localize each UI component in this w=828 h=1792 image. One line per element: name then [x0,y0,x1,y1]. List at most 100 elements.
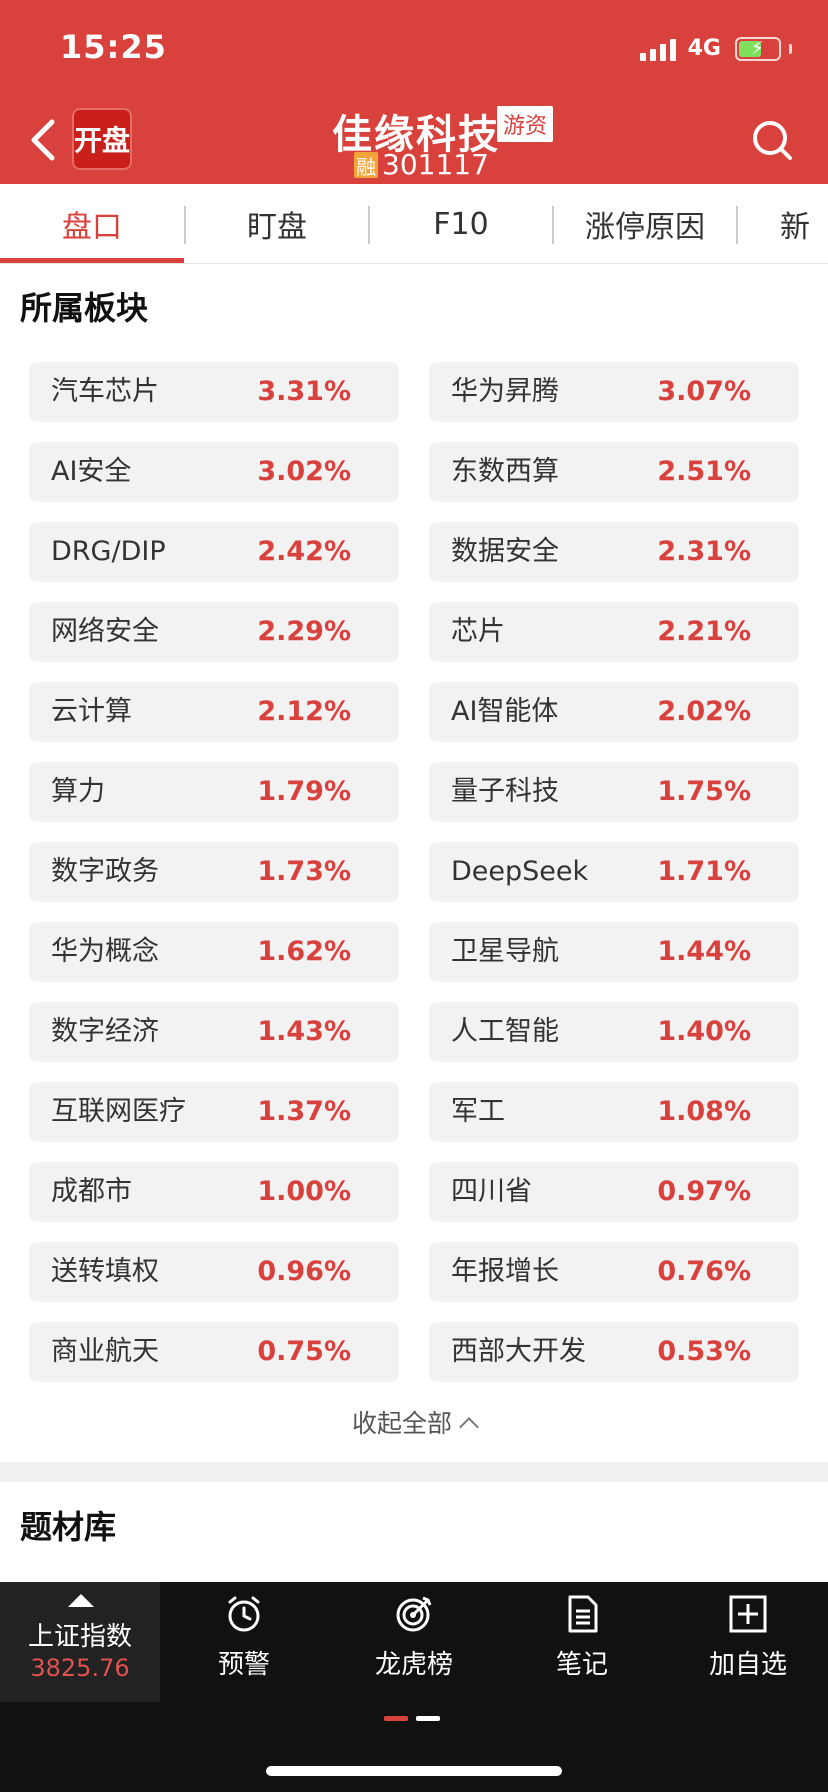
nav-dragon-tiger[interactable]: 龙虎榜 [354,1594,474,1681]
sector-chip[interactable]: 送转填权 0.96% [29,1242,399,1302]
sector-chip[interactable]: 华为昇腾 3.07% [429,362,799,422]
tab-limit-up-reason[interactable]: 涨停原因 [585,210,705,245]
sector-chip[interactable]: 商业航天 0.75% [29,1322,399,1382]
alarm-clock-icon [228,1596,260,1632]
sector-change-pct: 2.31% [657,536,751,567]
sector-change-pct: 1.79% [257,776,351,807]
add-box-icon [729,1595,767,1633]
collapse-all-button[interactable]: 收起全部 [0,1404,828,1440]
nav-add-watchlist[interactable]: 加自选 [688,1594,808,1681]
status-indicators: 4G ⚡ [639,36,792,61]
sector-chip[interactable]: AI智能体 2.02% [429,682,799,742]
tab-bar: 盘口 盯盘 F10 涨停原因 新 [0,184,828,264]
section-title-topics: 题材库 [20,1508,117,1546]
chevron-up-icon [459,1417,479,1437]
sector-change-pct: 1.62% [257,936,351,967]
battery-icon: ⚡ [735,36,781,61]
sector-change-pct: 1.75% [657,776,751,807]
expand-up-icon [68,1594,94,1607]
sector-name: 汽车芯片 [51,376,159,407]
sector-name: AI安全 [51,456,132,487]
status-time: 15:25 [60,28,167,66]
note-icon [568,1595,598,1633]
sector-name: 华为概念 [51,936,159,967]
tab-watch[interactable]: 盯盘 [247,210,307,245]
nav-alert-label: 预警 [217,1650,270,1680]
sector-change-pct: 0.76% [657,1256,751,1287]
sector-chip[interactable]: DeepSeek 1.71% [429,842,799,902]
tab-order-book[interactable]: 盘口 [62,210,122,245]
sector-chip[interactable]: 算力 1.79% [29,762,399,822]
nav-alert[interactable]: 预警 [184,1594,304,1681]
sector-chip[interactable]: 数字经济 1.43% [29,1002,399,1062]
sector-name: 人工智能 [451,1016,559,1047]
sector-name: 网络安全 [51,616,159,647]
sector-change-pct: 2.29% [257,616,351,647]
sector-change-pct: 1.40% [657,1016,751,1047]
market-index-widget[interactable]: 上证指数 3825.76 [0,1582,160,1702]
tab-news[interactable]: 新 [780,210,810,245]
sector-chip[interactable]: 人工智能 1.40% [429,1002,799,1062]
app-logo[interactable]: 开盘 [72,108,132,170]
sector-chip[interactable]: 卫星导航 1.44% [429,922,799,982]
page-indicator [384,1716,440,1721]
back-icon[interactable] [28,118,58,162]
sector-chip[interactable]: 华为概念 1.62% [29,922,399,982]
sector-chip[interactable]: 网络安全 2.29% [29,602,399,662]
search-icon[interactable] [750,118,794,162]
sector-chip[interactable]: 年报增长 0.76% [429,1242,799,1302]
sector-change-pct: 0.96% [257,1256,351,1287]
sector-chip[interactable]: 军工 1.08% [429,1082,799,1142]
sector-change-pct: 2.02% [657,696,751,727]
nav-notes[interactable]: 笔记 [522,1594,642,1681]
sector-name: 军工 [451,1096,505,1127]
sector-chip[interactable]: 汽车芯片 3.31% [29,362,399,422]
sector-name: 成都市 [51,1176,132,1207]
cellular-signal-icon [639,37,676,61]
sector-name: 商业航天 [51,1336,159,1367]
bottom-toolbar: 上证指数 3825.76 预警 龙虎榜 笔记 [0,1582,828,1792]
sector-chip[interactable]: 量子科技 1.75% [429,762,799,822]
sector-name: 云计算 [51,696,132,727]
sector-change-pct: 2.42% [257,536,351,567]
sector-change-pct: 1.44% [657,936,751,967]
sector-name: 数据安全 [451,536,559,567]
network-type: 4G [687,36,721,61]
sector-name: DRG/DIP [51,536,166,567]
sector-chip[interactable]: DRG/DIP 2.42% [29,522,399,582]
sector-change-pct: 0.53% [657,1336,751,1367]
sector-name: AI智能体 [451,696,559,727]
sector-change-pct: 3.02% [257,456,351,487]
sector-name: 芯片 [451,616,505,647]
sector-chip[interactable]: 西部大开发 0.53% [429,1322,799,1382]
sector-chip[interactable]: AI安全 3.02% [29,442,399,502]
sector-change-pct: 2.21% [657,616,751,647]
sector-chip[interactable]: 四川省 0.97% [429,1162,799,1222]
sector-name: 数字政务 [51,856,159,887]
sector-name: 送转填权 [51,1256,159,1287]
sector-name: 东数西算 [451,456,559,487]
sector-chip[interactable]: 东数西算 2.51% [429,442,799,502]
nav-notes-label: 笔记 [555,1650,608,1680]
sector-change-pct: 3.07% [657,376,751,407]
sector-name: DeepSeek [451,856,589,887]
active-tab-indicator [0,258,184,263]
sector-name: 西部大开发 [451,1336,586,1367]
sector-change-pct: 2.12% [257,696,351,727]
section-title-sectors: 所属板块 [20,289,149,327]
sector-chip[interactable]: 数字政务 1.73% [29,842,399,902]
index-value: 3825.76 [30,1654,130,1682]
collapse-all-label: 收起全部 [351,1409,452,1438]
sector-chip[interactable]: 成都市 1.00% [29,1162,399,1222]
sector-change-pct: 1.37% [257,1096,351,1127]
sector-change-pct: 3.31% [257,376,351,407]
sector-change-pct: 1.73% [257,856,351,887]
sector-chip[interactable]: 云计算 2.12% [29,682,399,742]
stock-code: 301117 [382,148,489,181]
sector-chip[interactable]: 数据安全 2.31% [429,522,799,582]
sector-chip[interactable]: 互联网医疗 1.37% [29,1082,399,1142]
tab-f10[interactable]: F10 [433,206,489,242]
home-indicator[interactable] [266,1766,562,1776]
sector-chip[interactable]: 芯片 2.21% [429,602,799,662]
sector-name: 卫星导航 [451,936,559,967]
